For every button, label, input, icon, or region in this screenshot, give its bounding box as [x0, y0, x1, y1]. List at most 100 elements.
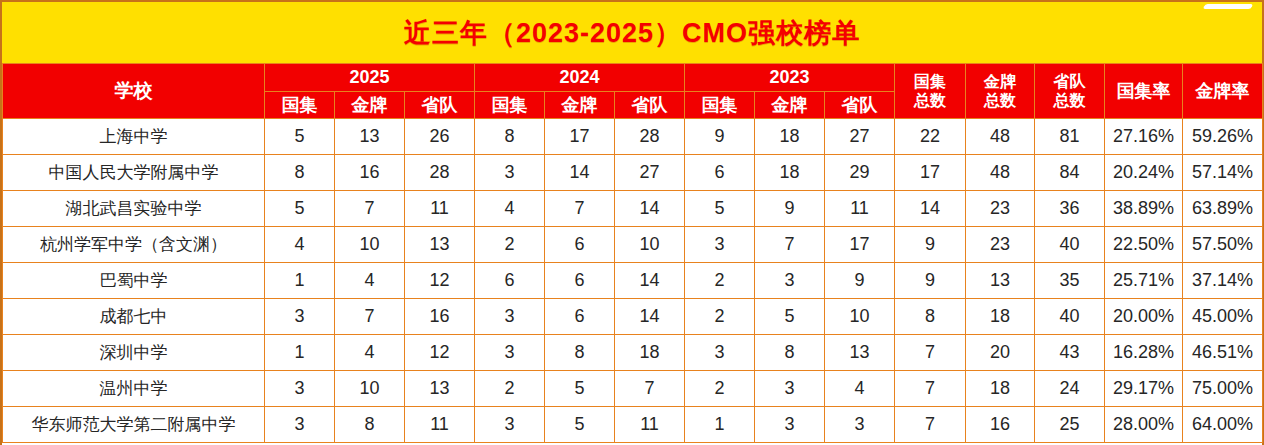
header-row-years: 学校 2025 2024 2023 国集总数 金牌总数 省队总数 国集率 金牌率: [3, 64, 1263, 92]
cell-value: 16: [966, 407, 1035, 443]
cell-school-name: 杭州学军中学（含文渊）: [3, 227, 265, 263]
cell-school-name: 成都七中: [3, 299, 265, 335]
cell-value: 63.89%: [1183, 191, 1263, 227]
cell-value: 8: [475, 119, 545, 155]
cell-value: 20.00%: [1105, 299, 1183, 335]
col-header-year-2024: 2024: [475, 64, 685, 92]
table-body: 上海中学51326817289182722488127.16%59.26%中国人…: [3, 119, 1263, 443]
col-header-shengdui-total-line2: 总数: [1037, 91, 1102, 110]
cell-value: 7: [895, 407, 966, 443]
cell-value: 14: [895, 191, 966, 227]
cell-value: 4: [825, 371, 895, 407]
cell-value: 16.28%: [1105, 335, 1183, 371]
cell-value: 7: [335, 191, 405, 227]
cell-value: 1: [265, 335, 335, 371]
cell-value: 29.17%: [1105, 371, 1183, 407]
cell-value: 5: [545, 407, 615, 443]
cell-value: 16: [335, 155, 405, 191]
cell-value: 3: [685, 227, 755, 263]
cell-value: 7: [545, 191, 615, 227]
cell-value: 7: [615, 371, 685, 407]
col-header-jinpai-total: 金牌总数: [966, 64, 1035, 119]
table-row: 深圳中学1412381838137204316.28%46.51%: [3, 335, 1263, 371]
cell-value: 12: [405, 263, 475, 299]
cell-value: 84: [1035, 155, 1105, 191]
cell-value: 6: [545, 299, 615, 335]
cell-value: 8: [335, 407, 405, 443]
cell-value: 9: [895, 227, 966, 263]
cell-value: 27: [615, 155, 685, 191]
cell-value: 75.00%: [1183, 371, 1263, 407]
cell-value: 5: [545, 371, 615, 407]
cell-value: 28: [405, 155, 475, 191]
cell-value: 23: [966, 191, 1035, 227]
cell-value: 28: [615, 119, 685, 155]
sub-col-header-2024: 金牌: [545, 92, 615, 119]
cell-value: 8: [895, 299, 966, 335]
title-bar: 近三年（2023-2025）CMO强校榜单: [2, 2, 1262, 63]
cell-value: 13: [335, 119, 405, 155]
cell-value: 13: [405, 227, 475, 263]
cell-value: 23: [966, 227, 1035, 263]
cell-value: 10: [615, 227, 685, 263]
cell-value: 3: [475, 335, 545, 371]
col-header-jinpai-rate: 金牌率: [1183, 64, 1263, 119]
cell-value: 3: [475, 407, 545, 443]
table-row: 上海中学51326817289182722488127.16%59.26%: [3, 119, 1263, 155]
cell-school-name: 中国人民大学附属中学: [3, 155, 265, 191]
cell-value: 3: [475, 299, 545, 335]
cell-value: 5: [685, 191, 755, 227]
cell-value: 24: [1035, 371, 1105, 407]
cell-value: 8: [265, 155, 335, 191]
cell-value: 29: [825, 155, 895, 191]
cell-value: 3: [475, 155, 545, 191]
cell-value: 4: [265, 227, 335, 263]
cell-value: 81: [1035, 119, 1105, 155]
cell-value: 14: [615, 191, 685, 227]
cell-value: 17: [825, 227, 895, 263]
cell-value: 4: [335, 263, 405, 299]
cell-school-name: 湖北武昌实验中学: [3, 191, 265, 227]
cell-value: 6: [475, 263, 545, 299]
cell-value: 7: [755, 227, 825, 263]
cell-value: 45.00%: [1183, 299, 1263, 335]
sub-col-header-2023: 金牌: [755, 92, 825, 119]
cell-value: 20.24%: [1105, 155, 1183, 191]
cell-value: 7: [335, 299, 405, 335]
cell-value: 18: [755, 155, 825, 191]
col-header-year-2025: 2025: [265, 64, 475, 92]
cell-value: 40: [1035, 227, 1105, 263]
cell-school-name: 巴蜀中学: [3, 263, 265, 299]
sub-col-header-2025: 金牌: [335, 92, 405, 119]
cell-value: 13: [966, 263, 1035, 299]
table-row: 华东师范大学第二附属中学381135111337162528.00%64.00%: [3, 407, 1263, 443]
cell-value: 14: [615, 263, 685, 299]
cell-value: 26: [405, 119, 475, 155]
sub-col-header-2024: 省队: [615, 92, 685, 119]
cell-value: 3: [755, 407, 825, 443]
cell-value: 2: [685, 299, 755, 335]
table-row: 巴蜀中学141266142399133525.71%37.14%: [3, 263, 1263, 299]
col-header-jinpai-total-line1: 金牌: [968, 72, 1032, 91]
table-row: 中国人民大学附属中学81628314276182917488420.24%57.…: [3, 155, 1263, 191]
cell-value: 11: [825, 191, 895, 227]
col-header-school: 学校: [3, 64, 265, 119]
cell-value: 37.14%: [1183, 263, 1263, 299]
cell-value: 7: [895, 371, 966, 407]
cell-value: 10: [335, 227, 405, 263]
cell-value: 1: [685, 407, 755, 443]
cell-value: 12: [405, 335, 475, 371]
cell-value: 20: [966, 335, 1035, 371]
cell-value: 9: [755, 191, 825, 227]
cell-school-name: 温州中学: [3, 371, 265, 407]
cell-value: 46.51%: [1183, 335, 1263, 371]
cell-value: 2: [475, 227, 545, 263]
col-header-shengdui-total-line1: 省队: [1037, 72, 1102, 91]
cell-value: 5: [265, 119, 335, 155]
cell-value: 28.00%: [1105, 407, 1183, 443]
cell-value: 38.89%: [1105, 191, 1183, 227]
table-row: 温州中学310132572347182429.17%75.00%: [3, 371, 1263, 407]
cell-value: 25.71%: [1105, 263, 1183, 299]
cell-value: 11: [405, 191, 475, 227]
col-header-guoji-total-line2: 总数: [897, 91, 963, 110]
